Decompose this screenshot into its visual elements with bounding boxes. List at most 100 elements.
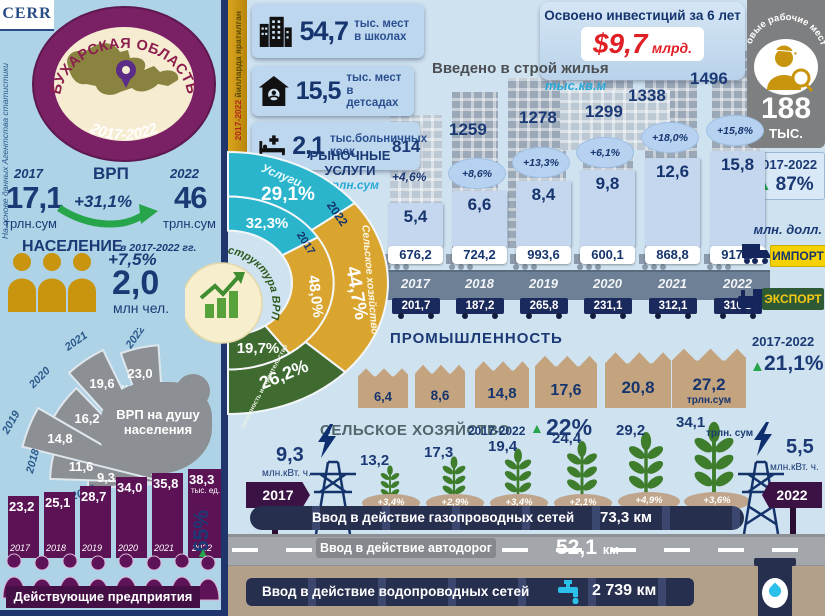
housing-value: 1299 <box>585 102 623 121</box>
per-capita-value: 9,3 <box>97 470 115 485</box>
wagon-wheel <box>428 313 434 319</box>
services-growth: +18,0% <box>652 131 688 144</box>
per-capita-year: 2020 <box>26 364 53 391</box>
electricity-start-unit: млн.кВт. ч. <box>262 468 311 479</box>
gas-value: 73,3 км <box>600 509 652 526</box>
services-value: 12,6 <box>655 162 690 181</box>
trade-year: 2022 <box>723 276 752 291</box>
import-value: 724,2 <box>463 247 496 262</box>
electricity-end-value: 5,5 <box>786 436 814 458</box>
investment-value: $9,7 <box>592 28 648 59</box>
services-bar: 6,6 <box>452 191 507 247</box>
services-value: 15,8 <box>720 155 755 174</box>
enterprises-year: 2020 <box>118 543 139 553</box>
enterprises-year: 2021 <box>154 543 175 553</box>
factory-icon: 8,6 <box>415 364 465 408</box>
population-growth: +7,5% <box>108 250 157 269</box>
factory-icon: 27,2 трлн.сум <box>672 348 746 408</box>
agriculture-growth: 22% <box>546 414 593 440</box>
agri-unit: трлн. сум <box>706 428 754 439</box>
export-value: 265,8 <box>529 300 559 312</box>
year-sign-start: 2017 <box>246 482 310 508</box>
sector-industry-2017: 19,7% <box>237 340 280 357</box>
import-value: 868,8 <box>656 247 689 262</box>
export-value: 187,2 <box>465 300 495 312</box>
schools-stat-box: 54,7 тыс. мест в школах <box>252 4 424 58</box>
growth-arrow-icon <box>57 204 158 228</box>
wagon-wheel <box>556 313 562 319</box>
bottom-border <box>0 610 228 616</box>
road-label-pill: Ввод в действие автодорог <box>316 538 496 558</box>
services-value: 5,4 <box>403 207 428 226</box>
road-dashes <box>232 548 820 552</box>
export-value-box: 265,8 <box>520 298 568 314</box>
import-value-box: 724,2 <box>452 246 507 264</box>
cerr-logo-text: CERR <box>2 5 52 22</box>
population-title: НАСЕЛЕНИЕ <box>22 238 123 255</box>
grp-year-end: 2022 <box>170 166 199 181</box>
hospitals-label: тыс.больничных коек <box>330 133 428 158</box>
grp-year-start: 2017 <box>14 166 43 181</box>
jobs-value: 188 <box>760 92 812 125</box>
per-capita-year: 2019 <box>0 408 23 437</box>
road-value-unit: км <box>602 542 619 557</box>
services-bar: 9,8 <box>580 170 635 247</box>
enterprises-year: 2017 <box>10 543 31 553</box>
agriculture-period: 2017-2022 <box>468 424 526 438</box>
cerr-logo: CERR <box>0 0 54 31</box>
per-capita-value: 23,0 <box>127 366 152 381</box>
lightning-bolt-icon <box>318 424 336 458</box>
water-value: 2 739 км <box>592 582 657 599</box>
import-value: 676,2 <box>399 247 432 262</box>
housing-value: 1278 <box>519 108 557 127</box>
industry-value: 27,2 <box>692 375 726 394</box>
industry-value: 20,8 <box>621 378 655 397</box>
agri-value: 19,4 <box>488 438 518 455</box>
per-capita-value: 14,8 <box>47 431 72 446</box>
water-label: Ввод в действие водопроводных сетей <box>262 584 530 599</box>
export-value: 231,1 <box>593 300 623 312</box>
services-value: 9,8 <box>595 174 620 193</box>
growth-chart-icon <box>199 272 245 318</box>
agri-growth: +2,1% <box>569 497 597 508</box>
year-sign-end: 2022 <box>762 482 822 508</box>
per-capita-value: 11,6 <box>69 459 94 474</box>
road-value-num: 52,1 <box>556 536 597 559</box>
investment-unit: млрд. <box>651 40 693 56</box>
wagon-wheel <box>750 313 756 319</box>
enterprises-bar <box>152 473 183 558</box>
enterprises-value: 35,8 <box>153 476 179 491</box>
housing-unit: тыс.кв.м <box>545 78 607 93</box>
uzbek-banner: 2017-2022 йилларда яратилган <box>228 0 247 152</box>
import-value-box: 868,8 <box>645 246 700 264</box>
road-label: Ввод в действие автодорог <box>320 541 492 555</box>
power-tower-icon <box>738 460 784 534</box>
wagon-wheel <box>398 313 404 319</box>
enterprises-growth: 65% <box>190 509 213 552</box>
industry-title: ПРОМЫШЛЕННОСТЬ <box>390 330 563 347</box>
export-value-box: 201,7 <box>392 298 440 314</box>
enterprises-year: 2019 <box>82 543 103 553</box>
grp-label: ВРП <box>93 164 129 183</box>
import-label-text: ИМПОРТ <box>772 249 824 263</box>
enterprises-bar <box>188 469 221 558</box>
gas-pipe <box>250 506 744 530</box>
worker-icon <box>754 39 818 95</box>
trade-year: 2019 <box>529 276 558 291</box>
services-title-1: РЫНОЧНЫЕ <box>309 148 391 163</box>
lightning-bolt-icon <box>754 422 772 456</box>
industry-period: 2017-2022 <box>752 334 815 349</box>
agri-growth: +3,4% <box>377 497 405 508</box>
population-unit: млн чел. <box>113 300 170 316</box>
people-icons <box>8 253 96 312</box>
grp-growth: +31,1% <box>74 192 133 211</box>
services-bar: 8,4 <box>516 181 571 247</box>
agri-value: 34,1 <box>676 414 706 431</box>
investment-label: Освоено инвестиций за 6 лет <box>544 8 741 23</box>
banner-text: йилларда яратилган <box>232 11 243 98</box>
agriculture-title: СЕЛЬСКОЕ ХОЗЯЙСТВО <box>320 422 511 439</box>
agri-growth: +3,4% <box>505 497 533 508</box>
services-value: 8,4 <box>531 185 556 204</box>
services-bar: 12,6 <box>645 158 700 247</box>
enterprises-unit: тыс. ед. <box>191 486 221 495</box>
